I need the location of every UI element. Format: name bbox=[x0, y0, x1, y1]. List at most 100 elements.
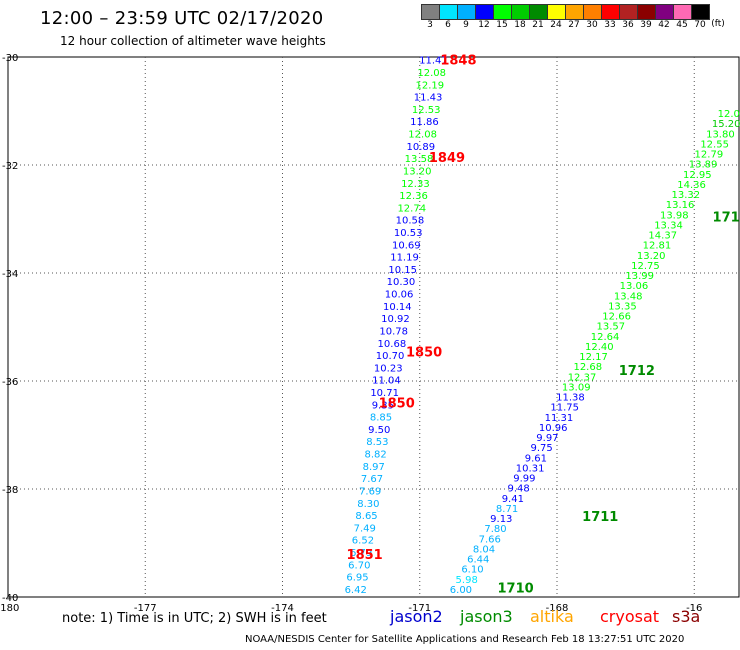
wave-height-label: 8.04 bbox=[473, 544, 495, 555]
legend-s3a: s3a bbox=[672, 607, 701, 626]
scale-cell: 18 bbox=[511, 4, 530, 30]
wave-height-label: 9.61 bbox=[525, 453, 547, 464]
wave-height-label: 7.80 bbox=[484, 524, 506, 535]
x-tick-label: -180 bbox=[0, 603, 19, 614]
wave-height-label: 13.20 bbox=[403, 166, 432, 177]
wave-height-label: 6.52 bbox=[352, 536, 374, 547]
wave-height-label: 14.36 bbox=[677, 180, 706, 191]
legend-note: note: 1) Time is in UTC; 2) SWH is in fe… bbox=[62, 611, 327, 626]
wave-height-label: 5.98 bbox=[456, 575, 478, 586]
wave-height-label: 9.41 bbox=[502, 494, 524, 505]
wave-height-label: 7.69 bbox=[359, 486, 381, 497]
wave-height-label: 13.98 bbox=[660, 210, 689, 221]
wave-height-label: 12.74 bbox=[397, 203, 426, 214]
wave-height-label: 12.68 bbox=[573, 362, 602, 373]
wave-height-label: 9.97 bbox=[536, 433, 558, 444]
wave-height-label: 10.96 bbox=[539, 423, 568, 434]
footer-credit: NOAA/NESDIS Center for Satellite Applica… bbox=[245, 634, 685, 645]
wave-height-label: 12.64 bbox=[591, 332, 620, 343]
wave-height-label: 11.38 bbox=[556, 393, 585, 404]
wave-height-label: 13.34 bbox=[654, 220, 683, 231]
scale-label: 9 bbox=[463, 20, 469, 30]
wave-height-label: 9.75 bbox=[531, 443, 553, 454]
time-label: 1712 bbox=[619, 364, 655, 379]
time-label: 1850 bbox=[406, 345, 442, 360]
wave-height-label: 13.32 bbox=[671, 190, 700, 201]
wave-height-label: 7.66 bbox=[479, 534, 501, 545]
wave-height-label: 12.75 bbox=[631, 261, 660, 272]
wave-height-label: 12.55 bbox=[700, 139, 729, 150]
scale-label: 15 bbox=[496, 20, 508, 30]
y-tick-label: -32 bbox=[2, 161, 18, 172]
scale-label: 12 bbox=[478, 20, 490, 30]
wave-height-label: 8.65 bbox=[355, 511, 377, 522]
scale-cell: 9 bbox=[457, 4, 476, 30]
x-tick-label: -177 bbox=[134, 603, 157, 614]
wave-height-label: 6.42 bbox=[345, 585, 367, 596]
scale-label: 42 bbox=[658, 20, 670, 30]
scale-label: 3 bbox=[427, 20, 433, 30]
wave-height-label: 10.31 bbox=[516, 463, 545, 474]
x-tick-label: -171 bbox=[408, 603, 431, 614]
page-subtitle: 12 hour collection of altimeter wave hei… bbox=[60, 34, 326, 48]
scale-label: 24 bbox=[550, 20, 562, 30]
scale-label: 30 bbox=[586, 20, 598, 30]
wave-height-label: 9.99 bbox=[513, 474, 535, 485]
wave-height-label: 10.58 bbox=[396, 216, 425, 227]
wave-height-label: 13.09 bbox=[562, 382, 591, 393]
wave-height-label: 8.30 bbox=[357, 499, 379, 510]
scale-swatch bbox=[691, 4, 710, 20]
wave-height-label: 10.30 bbox=[387, 277, 416, 288]
wave-height-label: 12.37 bbox=[568, 372, 597, 383]
wave-height-label: 11.04 bbox=[372, 376, 401, 387]
wave-height-label: 10.23 bbox=[374, 363, 403, 374]
scale-label: 6 bbox=[445, 20, 451, 30]
wave-height-label: 10.15 bbox=[388, 265, 417, 276]
wave-height-label: 9.48 bbox=[507, 484, 529, 495]
wave-height-label: 10.89 bbox=[406, 142, 435, 153]
wave-height-label: 10.53 bbox=[394, 228, 423, 239]
y-tick-label: -34 bbox=[2, 269, 18, 280]
scale-cell: 70 bbox=[691, 4, 710, 30]
wave-height-label: 13.58 bbox=[405, 154, 434, 165]
wave-height-label: 6.79 bbox=[350, 548, 372, 559]
y-tick-label: -36 bbox=[2, 377, 18, 388]
scale-label: 33 bbox=[604, 20, 616, 30]
time-label: 1711 bbox=[582, 510, 618, 525]
legend-jason2: jason2 bbox=[390, 607, 443, 626]
wave-height-label: 12.33 bbox=[401, 179, 430, 190]
time-label: 1848 bbox=[440, 54, 476, 69]
wave-height-label: 11.86 bbox=[410, 117, 439, 128]
legend-cryosat: cryosat bbox=[600, 607, 660, 626]
scale-unit: (ft) bbox=[711, 19, 725, 29]
wave-height-label: 11.43 bbox=[414, 93, 443, 104]
time-label: 1851 bbox=[347, 548, 383, 563]
wave-height-label: 9.35 bbox=[372, 400, 394, 411]
wave-height-label: 12.19 bbox=[416, 80, 445, 91]
wave-height-label: 13.99 bbox=[625, 271, 654, 282]
wave-height-label: 8.97 bbox=[363, 462, 385, 473]
wave-height-label: 7.67 bbox=[361, 474, 383, 485]
wave-height-label: 9.50 bbox=[368, 425, 390, 436]
wave-height-label: 10.78 bbox=[379, 326, 408, 337]
wave-height-label: 13.35 bbox=[608, 301, 637, 312]
scale-label: 70 bbox=[694, 20, 706, 30]
time-label: 1850 bbox=[379, 397, 415, 412]
wave-height-label: 14.37 bbox=[648, 231, 677, 242]
scale-cell: 42 bbox=[655, 4, 674, 30]
wave-height-label: 11.19 bbox=[390, 253, 419, 264]
wave-height-label: 12.17 bbox=[579, 352, 608, 363]
wave-height-label: 13.06 bbox=[620, 281, 649, 292]
legend-jason3: jason3 bbox=[460, 607, 513, 626]
time-label: 1710 bbox=[498, 581, 534, 596]
wave-height-label: 7.49 bbox=[354, 523, 376, 534]
scale-label: 18 bbox=[514, 20, 526, 30]
page-title: 12:00 – 23:59 UTC 02/17/2020 bbox=[40, 8, 324, 29]
wave-height-label: 11.31 bbox=[545, 413, 574, 424]
y-tick-label: -38 bbox=[2, 485, 18, 496]
x-tick-label: -168 bbox=[546, 603, 569, 614]
wave-height-label: 10.06 bbox=[385, 290, 414, 301]
scale-label: 45 bbox=[676, 20, 688, 30]
wave-height-label: 13.16 bbox=[666, 200, 695, 211]
wave-height-label: 10.14 bbox=[383, 302, 412, 313]
